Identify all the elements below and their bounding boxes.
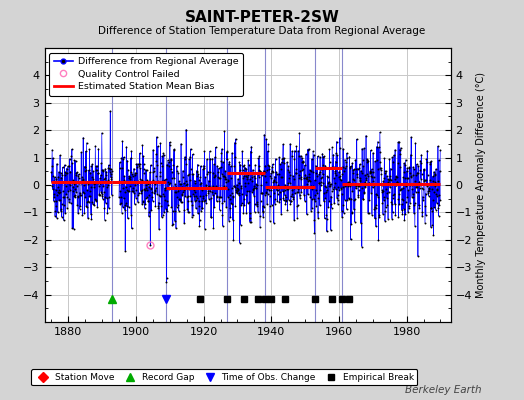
Legend: Difference from Regional Average, Quality Control Failed, Estimated Station Mean: Difference from Regional Average, Qualit… (49, 53, 243, 96)
Legend: Station Move, Record Gap, Time of Obs. Change, Empirical Break: Station Move, Record Gap, Time of Obs. C… (31, 369, 418, 386)
Y-axis label: Monthly Temperature Anomaly Difference (°C): Monthly Temperature Anomaly Difference (… (476, 72, 486, 298)
Text: SAINT-PETER-2SW: SAINT-PETER-2SW (184, 10, 340, 25)
Text: Difference of Station Temperature Data from Regional Average: Difference of Station Temperature Data f… (99, 26, 425, 36)
Text: Berkeley Earth: Berkeley Earth (406, 385, 482, 395)
